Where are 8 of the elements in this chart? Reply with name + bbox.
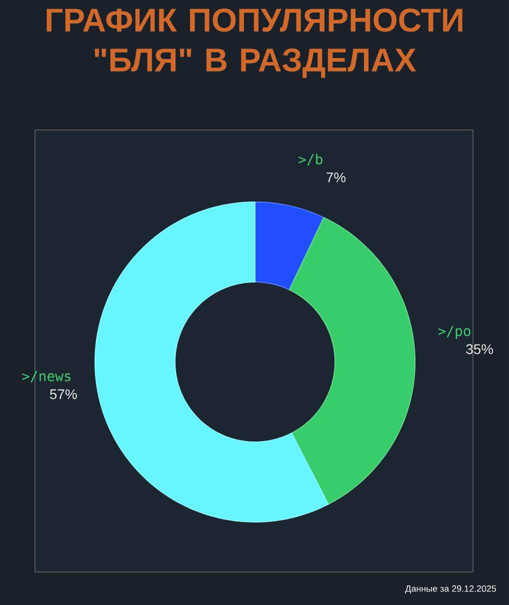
data-label: 35% bbox=[466, 344, 494, 354]
slice-label: >/b bbox=[298, 154, 322, 166]
data-label: 57% bbox=[50, 389, 77, 400]
slice-label: >/news bbox=[22, 370, 71, 382]
data-label: 7% bbox=[326, 172, 346, 182]
text: Данные за 29.12.2025 bbox=[405, 585, 496, 594]
slice-label: >/po bbox=[438, 326, 470, 339]
chart-title: ГРАФИК ПОПУЛЯРНОСТИ "БЛЯ" В РАЗДЕЛАХ bbox=[46, 8, 462, 78]
